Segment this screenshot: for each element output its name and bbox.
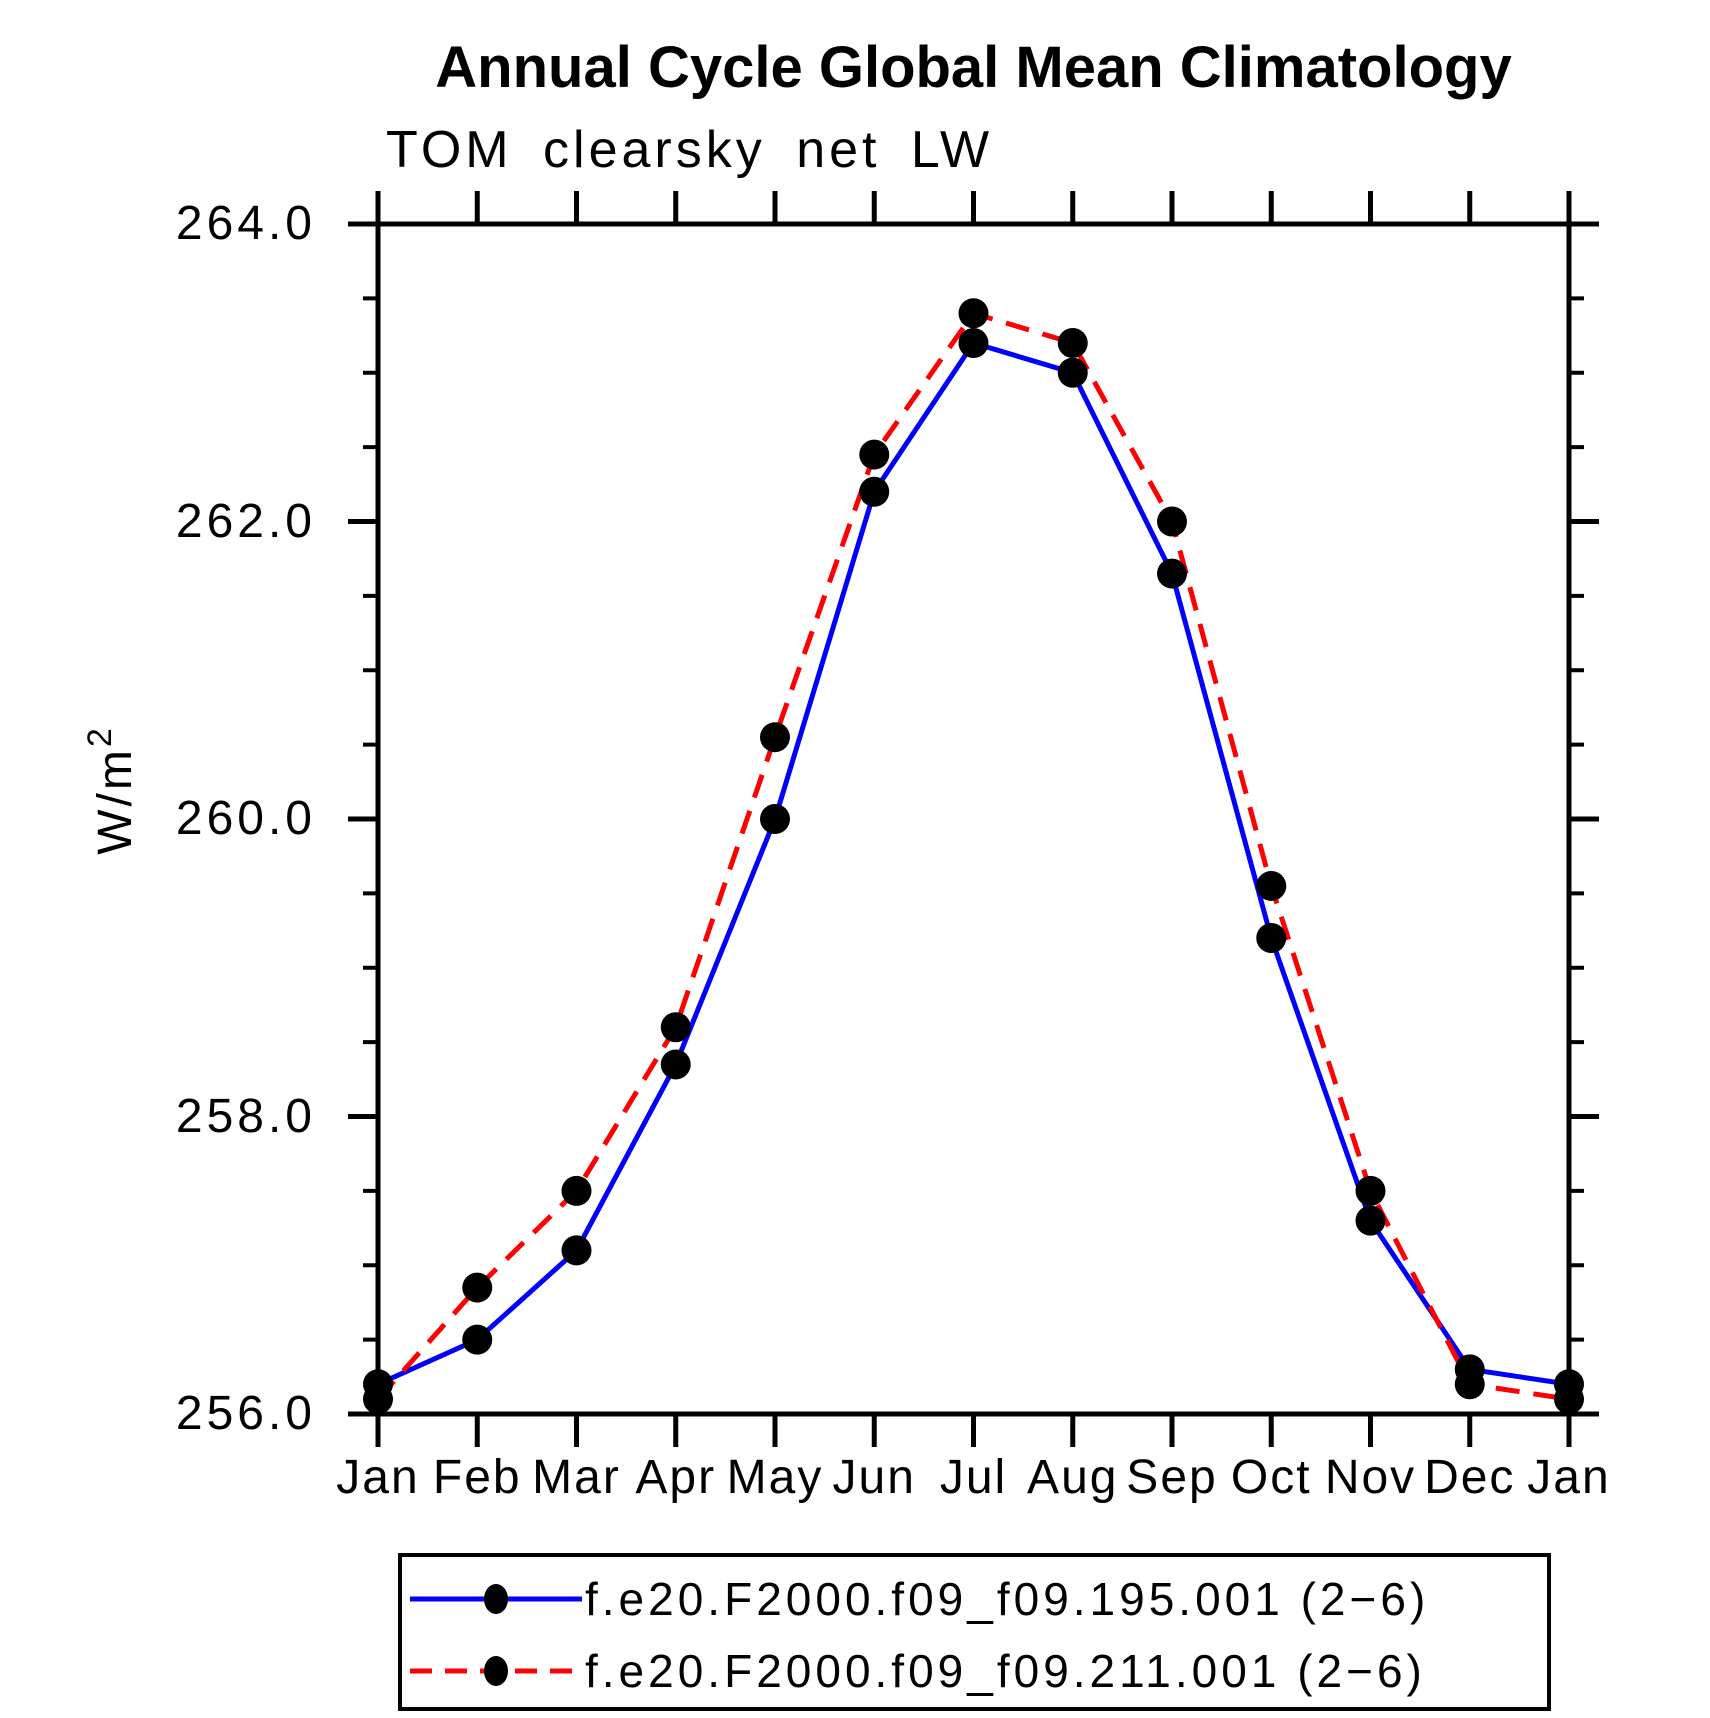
x-tick-label: Apr [635, 1451, 717, 1504]
data-point-marker [958, 298, 989, 329]
y-tick-label: 258.0 [175, 1089, 316, 1143]
x-tick-label: May [726, 1451, 824, 1504]
plot-frame [375, 221, 1572, 1417]
x-tick-label: Jan [336, 1451, 420, 1504]
x-tick-label: Dec [1424, 1451, 1516, 1504]
data-point-marker [561, 1235, 592, 1266]
data-point-marker [958, 328, 989, 358]
data-point-marker [1355, 1205, 1386, 1236]
chart-subtitle: TOM clearsky net LW [386, 121, 994, 179]
x-tick-label: Oct [1230, 1451, 1312, 1504]
x-tick-label: Mar [532, 1451, 621, 1504]
data-point-marker [1057, 357, 1088, 388]
x-tick-label: Jan [1527, 1451, 1611, 1504]
legend-label-series-1: f.e20.F2000.f09_f09.195.001 (2−6) [585, 1573, 1430, 1625]
data-point-marker [462, 1324, 493, 1355]
x-tick-label: Jun [832, 1451, 916, 1504]
data-point-marker [760, 722, 790, 753]
data-point-marker [561, 1175, 592, 1206]
data-point-marker [859, 439, 890, 470]
data-point-marker [1157, 558, 1187, 589]
x-tick-label: Jul [939, 1451, 1008, 1504]
data-point-marker [1355, 1175, 1386, 1206]
y-tick-label: 260.0 [175, 792, 316, 845]
data-point-marker [760, 804, 790, 834]
data-point-marker [660, 1049, 691, 1080]
data-point-marker [1256, 923, 1287, 953]
legend-sample-solid-blue-line [410, 1584, 582, 1614]
legend: f.e20.F2000.f09_f09.195.001 (2−6) f.e20.… [398, 1553, 1551, 1711]
data-point-marker [1554, 1384, 1584, 1415]
y-tick-label: 262.0 [175, 494, 316, 548]
legend-marker-dot [484, 1584, 508, 1614]
data-point-marker [1454, 1369, 1485, 1400]
legend-row-series-1: f.e20.F2000.f09_f09.195.001 (2−6) [407, 1565, 1429, 1633]
x-tick-label: Feb [432, 1451, 522, 1504]
data-point-marker [660, 1012, 691, 1043]
data-point-marker [859, 476, 890, 507]
data-point-marker [363, 1384, 393, 1415]
y-tick-label: 256.0 [175, 1387, 316, 1440]
y-tick-label: 264.0 [175, 197, 316, 250]
legend-marker-dot [484, 1656, 508, 1686]
chart-title: Annual Cycle Global Mean Climatology [435, 35, 1512, 100]
legend-label-series-2: f.e20.F2000.f09_f09.211.001 (2−6) [585, 1645, 1426, 1697]
data-point-marker [462, 1272, 493, 1303]
data-point-marker [1157, 506, 1187, 537]
series-line-0 [376, 340, 1570, 1387]
data-point-marker [1256, 870, 1287, 901]
data-point-marker [1057, 328, 1088, 358]
x-tick-label: Sep [1126, 1451, 1218, 1504]
series-line-1 [376, 310, 1570, 1402]
legend-sample-dashed-red-line [410, 1656, 582, 1686]
x-tick-label: Nov [1324, 1451, 1417, 1504]
x-tick-label: Aug [1027, 1451, 1119, 1504]
legend-row-series-2: f.e20.F2000.f09_f09.211.001 (2−6) [407, 1637, 1426, 1705]
